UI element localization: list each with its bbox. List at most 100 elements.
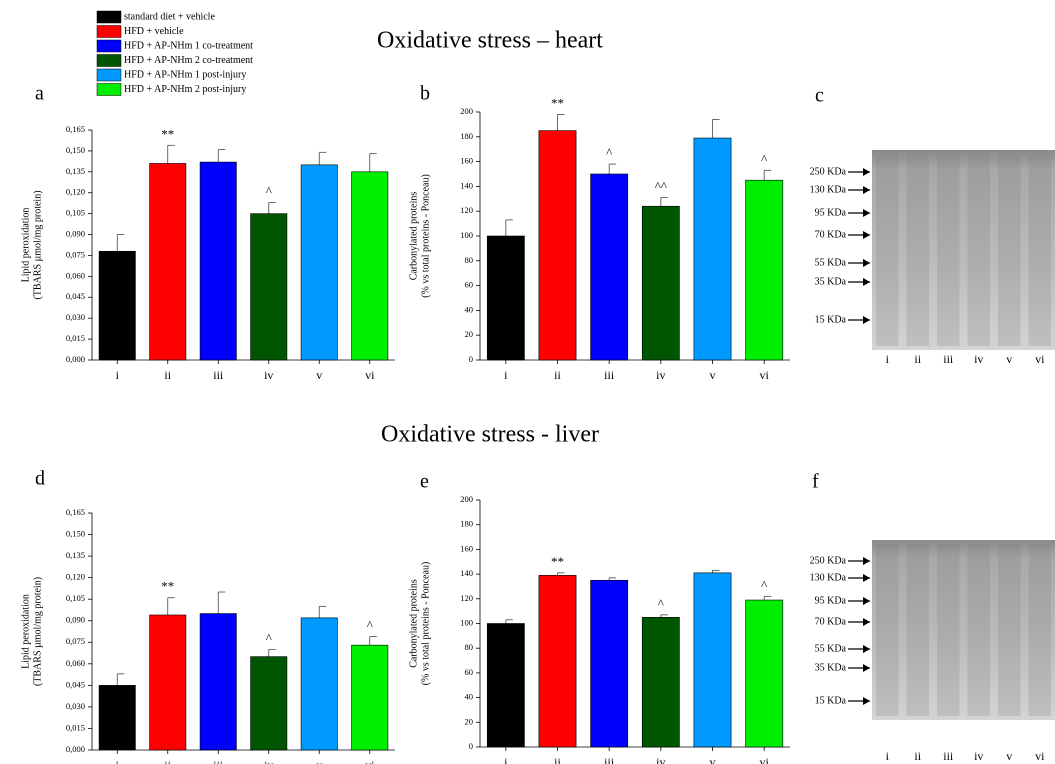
x-tick-label: v: [316, 368, 322, 382]
y-tick-label: 200: [460, 106, 473, 116]
panel-letter: a: [35, 83, 44, 105]
y-axis-label: (% vs total proteins - Ponceau): [420, 174, 431, 298]
y-tick-label: 0,015: [66, 722, 85, 732]
y-tick-label: 0: [469, 741, 473, 751]
y-tick-label: 0,075: [66, 249, 85, 259]
bar: [200, 162, 236, 360]
y-tick-label: 120: [460, 205, 473, 215]
marker-arrowhead: [863, 278, 870, 286]
x-tick-label: iii: [213, 368, 224, 382]
significance-label: ^: [658, 596, 664, 611]
legend-swatch: [97, 11, 121, 23]
bar: [99, 685, 135, 750]
lane-label: iii: [943, 352, 954, 366]
bar: [591, 580, 628, 747]
marker-arrowhead: [863, 645, 870, 653]
marker-label: 95 KDa: [815, 595, 847, 606]
y-tick-label: 140: [460, 568, 473, 578]
blot-lane: [876, 154, 899, 346]
legend-label: HFD + AP-NHm 1 co-treatment: [124, 40, 253, 51]
marker-arrowhead: [863, 231, 870, 239]
y-axis-label: (TBARS µmol/mg protein): [32, 190, 43, 299]
y-tick-label: 0,000: [66, 354, 85, 364]
blot-lane: [907, 154, 930, 346]
x-tick-label: vi: [759, 368, 769, 382]
marker-arrowhead: [863, 186, 870, 194]
y-tick-label: 0,060: [66, 270, 85, 280]
legend-swatch: [97, 55, 121, 67]
marker-label: 250 KDa: [810, 166, 847, 177]
x-tick-label: v: [316, 758, 322, 764]
marker-label: 55 KDa: [815, 643, 847, 654]
y-axis-label: Lipid peroxidation: [20, 594, 31, 669]
legend-swatch: [97, 84, 121, 96]
x-tick-label: ii: [554, 368, 561, 382]
x-tick-label: vi: [365, 758, 375, 764]
significance-label: **: [161, 579, 174, 594]
section-title: Oxidative stress – heart: [377, 28, 603, 54]
y-tick-label: 0,135: [66, 550, 85, 560]
lane-label: i: [886, 352, 890, 366]
x-tick-label: iii: [213, 758, 224, 764]
significance-label: ^: [367, 618, 373, 633]
significance-label: **: [551, 95, 564, 110]
bar: [251, 214, 287, 360]
marker-label: 15 KDa: [815, 695, 847, 706]
y-tick-label: 0,135: [66, 166, 85, 176]
blot-lane: [968, 544, 991, 716]
marker-label: 55 KDa: [815, 257, 847, 268]
legend-label: standard diet + vehicle: [124, 11, 215, 22]
panel-letter: c: [815, 85, 824, 107]
y-tick-label: 0,165: [66, 124, 85, 134]
panel-letter: b: [420, 83, 430, 105]
x-tick-label: i: [504, 755, 508, 764]
bar: [642, 206, 679, 360]
x-tick-label: iv: [264, 368, 273, 382]
y-tick-label: 20: [465, 716, 474, 726]
y-tick-label: 0,075: [66, 636, 85, 646]
legend-label: HFD + AP-NHm 2 co-treatment: [124, 55, 253, 66]
bar: [694, 573, 731, 747]
x-tick-label: i: [504, 368, 508, 382]
lane-label: ii: [914, 749, 921, 763]
panel-letter: e: [420, 471, 429, 493]
x-tick-label: iv: [264, 758, 273, 764]
x-tick-label: i: [116, 758, 120, 764]
y-tick-label: 180: [460, 519, 473, 529]
x-tick-label: vi: [365, 368, 375, 382]
bar: [642, 617, 679, 747]
y-tick-label: 0,060: [66, 658, 85, 668]
y-tick-label: 0,030: [66, 312, 85, 322]
y-tick-label: 0,090: [66, 228, 85, 238]
legend-swatch: [97, 40, 121, 52]
lane-label: v: [1006, 352, 1012, 366]
y-axis-label: Lipid peroxidation: [20, 208, 31, 283]
y-tick-label: 160: [460, 156, 473, 166]
lane-label: ii: [914, 352, 921, 366]
y-tick-label: 0,150: [66, 528, 85, 538]
significance-label: ^^: [655, 179, 667, 194]
y-tick-label: 0,000: [66, 744, 85, 754]
blot-lane: [937, 544, 960, 716]
y-tick-label: 0,120: [66, 187, 85, 197]
blot-lane: [907, 544, 930, 716]
y-tick-label: 20: [465, 329, 474, 339]
marker-arrowhead: [863, 597, 870, 605]
marker-label: 35 KDa: [815, 276, 847, 287]
panel-letter: f: [812, 471, 819, 493]
significance-label: ^: [266, 183, 272, 198]
blot-lane: [968, 154, 991, 346]
y-tick-label: 0,090: [66, 615, 85, 625]
bar: [539, 131, 576, 360]
marker-label: 15 KDa: [815, 314, 847, 325]
bar: [251, 657, 287, 750]
y-tick-label: 100: [460, 617, 473, 627]
y-tick-label: 80: [465, 642, 474, 652]
y-tick-label: 100: [460, 230, 473, 240]
y-tick-label: 0,150: [66, 145, 85, 155]
x-tick-label: iii: [604, 755, 615, 764]
x-tick-label: v: [710, 368, 716, 382]
legend-label: HFD + vehicle: [124, 26, 184, 37]
y-tick-label: 60: [465, 280, 474, 290]
bar: [301, 165, 337, 360]
